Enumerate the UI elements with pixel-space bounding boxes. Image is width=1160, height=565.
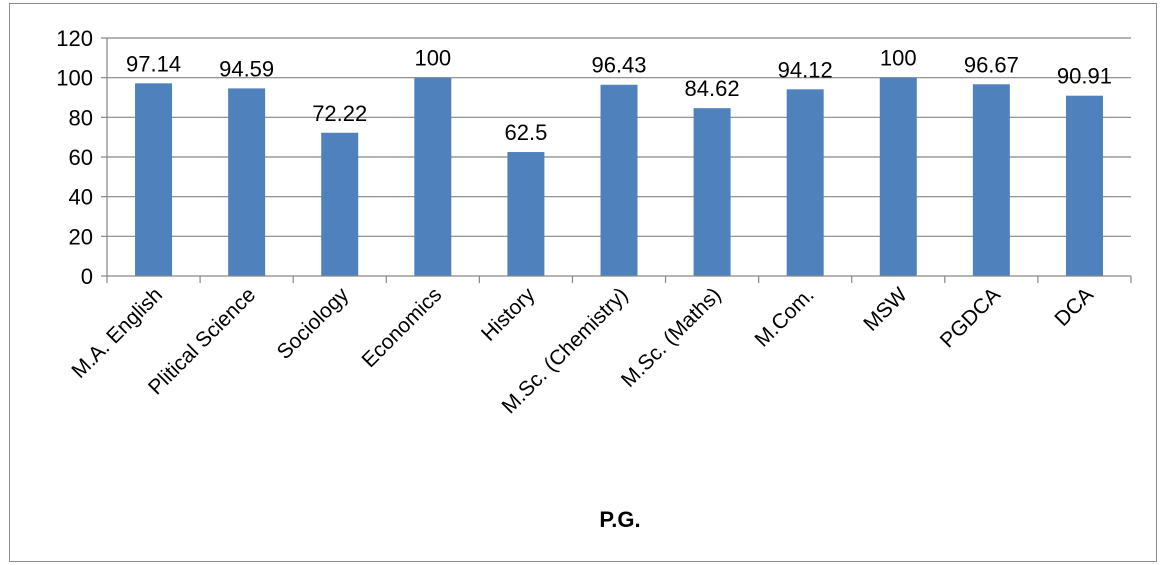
data-label: 72.22: [312, 101, 367, 126]
bar: [972, 84, 1010, 276]
data-label: 100: [880, 46, 917, 71]
category-label: History: [477, 283, 540, 346]
category-label: DCA: [1050, 283, 1098, 331]
bar: [507, 152, 545, 276]
axes: [101, 37, 1132, 283]
bar: [414, 77, 452, 277]
y-tick-label: 0: [81, 264, 93, 289]
y-tick-label: 100: [56, 66, 93, 91]
bars: [135, 77, 1103, 277]
data-label: 96.43: [591, 53, 646, 78]
data-label: 94.12: [778, 57, 833, 82]
bar: [786, 89, 824, 276]
bar: [1065, 95, 1103, 277]
bar: [600, 84, 638, 277]
data-label: 94.59: [219, 56, 274, 81]
y-tick-label: 60: [69, 145, 93, 170]
x-axis-title: P.G.: [599, 507, 640, 532]
data-label: 97.14: [126, 51, 181, 76]
bar: [321, 132, 359, 276]
category-label: Economics: [357, 283, 446, 372]
gridlines: [107, 37, 1131, 237]
category-label: M.Sc. (Maths): [617, 283, 726, 392]
y-tick-label: 120: [56, 26, 93, 51]
y-tick-label: 80: [69, 105, 93, 130]
y-tick-label: 20: [69, 224, 93, 249]
bar: [135, 83, 173, 277]
category-label: MSW: [859, 283, 912, 336]
category-label: PGDCA: [936, 283, 1005, 352]
data-label: 84.62: [685, 76, 740, 101]
category-label: M.A. English: [67, 283, 167, 383]
bar: [228, 88, 266, 276]
data-label: 96.67: [964, 52, 1019, 77]
bar: [693, 108, 731, 276]
y-tick-label: 40: [69, 185, 93, 210]
category-label: M.Com.: [750, 283, 818, 351]
data-label: 62.5: [504, 120, 547, 145]
bar: [879, 77, 917, 277]
data-label: 100: [414, 46, 451, 71]
data-label: 90.91: [1057, 64, 1112, 89]
category-label: Sociology: [273, 283, 354, 364]
